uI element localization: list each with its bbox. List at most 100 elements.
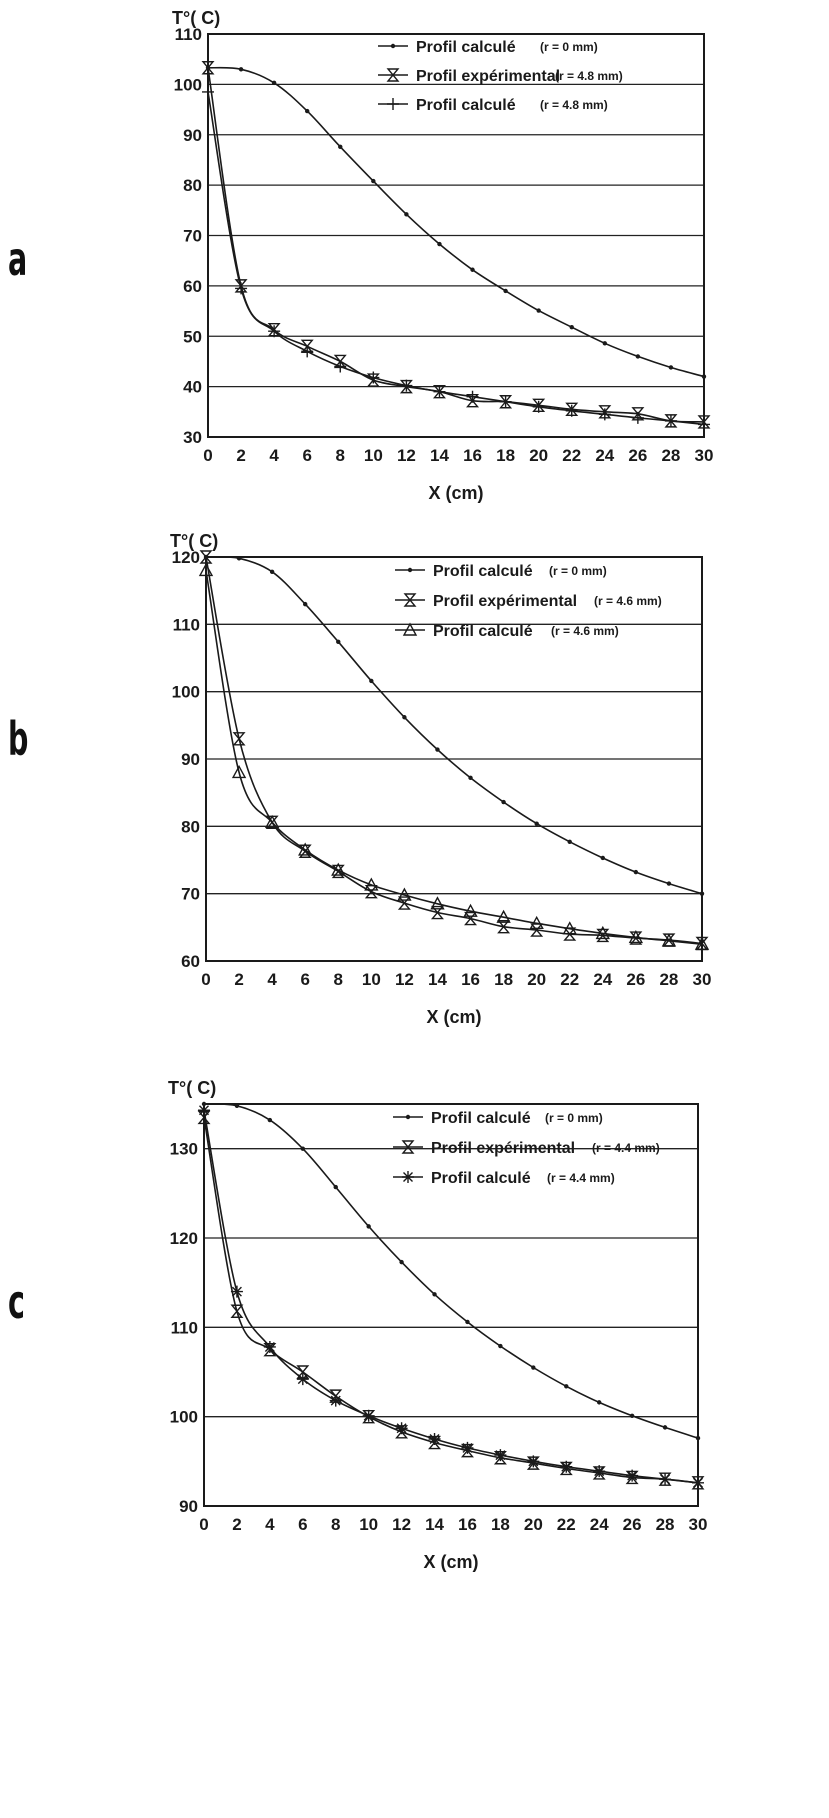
data-point (668, 365, 674, 370)
data-point (494, 1449, 507, 1462)
x-tick-label: 22 (560, 970, 579, 989)
data-point (701, 374, 707, 379)
x-tick-label: 0 (203, 446, 212, 465)
data-point (466, 390, 479, 403)
series-3 (198, 1104, 704, 1489)
data-point (298, 844, 312, 858)
data-point (501, 799, 506, 805)
y-tick-label: 80 (183, 176, 202, 195)
data-point (496, 909, 511, 923)
y-tick-label: 90 (179, 1497, 198, 1516)
x-tick-label: 18 (491, 1515, 510, 1534)
x-axis-title: X (cm) (423, 1552, 478, 1572)
data-point (600, 855, 605, 861)
legend-marker (402, 622, 418, 636)
x-tick-label: 12 (397, 446, 416, 465)
data-point (235, 282, 248, 295)
data-point (493, 1451, 507, 1465)
x-tick-label: 20 (527, 970, 546, 989)
data-point (404, 212, 409, 217)
legend-marker (405, 1114, 411, 1120)
legend-label: Profil calculé (416, 39, 516, 56)
data-point (460, 1443, 474, 1458)
x-tick-label: 20 (524, 1515, 543, 1534)
data-point (201, 61, 215, 75)
x-tick-label: 4 (265, 1515, 275, 1534)
data-point (300, 339, 314, 354)
legend-label: Profil expérimental (431, 1140, 575, 1157)
data-point (362, 1409, 376, 1424)
legend-label: Profil calculé (433, 623, 533, 640)
legend-marker (401, 1140, 415, 1154)
y-tick-label: 30 (183, 428, 202, 447)
x-tick-label: 26 (623, 1515, 642, 1534)
data-point (562, 921, 577, 935)
x-tick-label: 4 (269, 446, 279, 465)
x-tick-label: 6 (298, 1515, 307, 1534)
data-point (694, 936, 710, 950)
data-point (534, 821, 539, 826)
data-point (628, 929, 644, 944)
legend-marker (407, 567, 413, 573)
data-point (202, 85, 214, 98)
data-point (198, 1104, 210, 1117)
data-point (559, 1461, 573, 1476)
data-point (567, 839, 572, 845)
data-point (296, 1373, 309, 1386)
data-point (564, 1384, 569, 1389)
data-point (366, 373, 380, 387)
x-tick-label: 22 (557, 1515, 576, 1534)
data-point (305, 108, 310, 114)
legend-label: Profil calculé (431, 1170, 531, 1187)
y-tick-label: 110 (171, 1318, 198, 1337)
legend-entry-1: Profil calculé (r = 0 mm) (395, 563, 607, 580)
data-point (362, 1409, 375, 1422)
data-point (230, 1304, 244, 1318)
legend-param: (r = 0 mm) (540, 40, 598, 54)
legend-label: Profil expérimental (433, 593, 577, 610)
data-point (397, 887, 412, 901)
data-point (592, 1466, 606, 1480)
data-point (666, 881, 672, 886)
data-point (397, 896, 411, 910)
data-point (333, 1184, 338, 1190)
data-point (199, 550, 213, 564)
data-point (400, 379, 413, 392)
legend-entry-2: Profil expérimental (r = 4.4 mm) (393, 1140, 660, 1157)
data-point (366, 1224, 371, 1229)
data-point (597, 1400, 602, 1405)
x-tick-label: 24 (593, 970, 612, 989)
legend-marker (402, 1171, 414, 1183)
x-tick-label: 4 (267, 970, 277, 989)
data-point (532, 400, 545, 413)
legend-param: (r = 4.8 mm) (540, 98, 608, 112)
y-tick-label: 70 (183, 227, 202, 246)
x-tick-label: 22 (562, 446, 581, 465)
legend-entry-3: Profil calculé (r = 4.4 mm) (393, 1170, 615, 1187)
data-point (399, 1259, 404, 1265)
legend-entry-1: Profil calculé (r = 0 mm) (393, 1110, 603, 1127)
data-point (300, 1146, 305, 1151)
data-point (430, 896, 445, 910)
data-point (432, 384, 446, 399)
data-point (329, 1394, 342, 1407)
data-point (465, 1319, 470, 1325)
legend-marker (387, 98, 399, 110)
data-point (231, 765, 247, 779)
y-axis-title: T°( C) (172, 8, 220, 28)
y-tick-label: 80 (181, 817, 200, 836)
data-point (633, 869, 639, 875)
data-point (201, 1101, 207, 1107)
data-point (664, 414, 677, 427)
data-point (464, 911, 478, 926)
data-point (569, 324, 574, 330)
y-tick-label: 110 (175, 25, 202, 44)
data-point (593, 1465, 606, 1478)
data-point (563, 927, 577, 941)
x-tick-label: 26 (626, 970, 645, 989)
data-point (626, 1469, 639, 1482)
data-point (692, 1476, 704, 1489)
y-tick-label: 60 (183, 277, 202, 296)
x-tick-label: 28 (659, 970, 678, 989)
